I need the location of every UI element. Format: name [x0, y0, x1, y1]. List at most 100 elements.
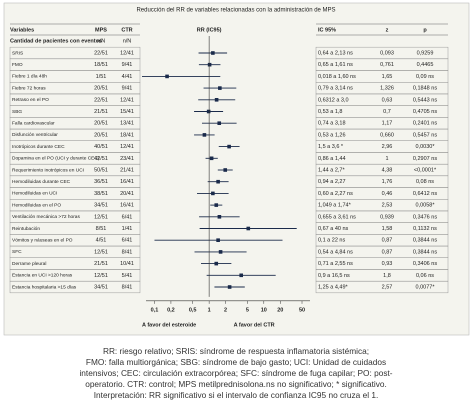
column-header: RR (IC95) — [197, 27, 222, 33]
column-header: IC 95% — [318, 27, 336, 33]
rr-point — [246, 226, 251, 231]
rr-point — [214, 261, 219, 266]
ci-text: 0,60 a 2,27 ns — [318, 191, 353, 197]
x-tick-label: 50 — [299, 307, 305, 313]
row-label: Vómitos y náuseas en el PO — [12, 237, 73, 243]
rr-point — [216, 179, 220, 184]
rr-point — [216, 238, 220, 242]
p-value: 0,0077* — [416, 284, 436, 290]
row-label: Derrame pleural — [12, 261, 46, 267]
row-label: Estancia en UCI >120 horas — [12, 273, 73, 279]
ctr-count: 9/41 — [122, 86, 133, 92]
ci-text: 0,65 a 1,61 ns — [318, 62, 353, 68]
row-label: Requerimiento inotrópicos en UCI — [12, 167, 84, 173]
ctr-count: 12/41 — [120, 97, 134, 103]
ci-text: 1,049 a 1,74* — [318, 203, 352, 209]
mps-count: 1/51 — [96, 74, 107, 80]
mps-count: 8/51 — [96, 226, 107, 232]
figure-panel — [3, 2, 470, 336]
caption-line: operatorio. CTR: control; MPS metilpredn… — [85, 379, 387, 389]
z-value: 0,93 — [382, 261, 393, 267]
row-label: Disfunción ventricular — [12, 132, 58, 138]
row-label: Estancia hospitalaria >15 días — [12, 284, 77, 290]
ci-text: 0,67 a 40 ns — [318, 226, 349, 232]
row-label: Hemodiluidas en el PO — [12, 202, 61, 208]
p-value: 0,0058* — [416, 203, 436, 209]
z-value: 1,76 — [382, 179, 393, 185]
z-value: 0,660 — [380, 132, 394, 138]
z-value: 0,63 — [382, 97, 393, 103]
mps-count: 36/51 — [94, 179, 108, 185]
ctr-count: 5/41 — [122, 273, 133, 279]
right-favor-label: A favor del CTR — [234, 322, 275, 328]
p-value: 0,1132 ns — [413, 226, 437, 232]
p-value: 0,0030* — [416, 144, 436, 150]
p-value: 0,09 ns — [416, 74, 434, 80]
ci-text: 0,79 a 3,14 ns — [318, 86, 353, 92]
ctr-count: 15/41 — [120, 109, 134, 115]
subheader-label: Cantidad de pacientes con eventos — [10, 38, 102, 44]
mps-count: 34/51 — [94, 203, 108, 209]
ci-text: 0,53 a 1,8 — [318, 109, 342, 115]
rr-point — [218, 86, 222, 90]
p-value: 0,3844 ns — [413, 238, 437, 244]
x-tick-label: 2 — [224, 307, 227, 313]
mps-count: 34/51 — [94, 284, 108, 290]
p-value: 0,4465 — [417, 62, 434, 68]
row-box — [315, 280, 449, 294]
ctr-count: 16/41 — [120, 203, 134, 209]
caption-line: FMO: falla multiorgánica; SBG: síndrome … — [86, 357, 386, 367]
mps-count: 50/51 — [94, 167, 108, 173]
ctr-count: 23/41 — [120, 156, 134, 162]
p-value: <0,0001* — [414, 167, 437, 173]
row-label: Retraso en el PO — [12, 97, 49, 103]
ci-text: 1,5 a 3,6 * — [318, 144, 344, 150]
ci-text: 0,655 a 3,61 ns — [318, 214, 356, 220]
ci-text: 0,018 a 1,60 ns — [318, 74, 356, 80]
row-label: Hemodiluidas en UCI — [12, 191, 57, 197]
rr-point — [217, 215, 222, 219]
row-box — [9, 280, 141, 294]
left-favor-label: A favor del esteroide — [142, 322, 196, 328]
ctr-count: 12/41 — [120, 144, 134, 150]
caption-line: RR: riesgo relativo; SRIS: síndrome de r… — [103, 346, 369, 356]
column-header: Variables — [10, 27, 34, 33]
p-value: 0,4705 ns — [413, 109, 437, 115]
mps-count: 4/51 — [96, 238, 107, 244]
ci-text: 0,74 a 3,18 — [318, 121, 346, 127]
rr-point — [206, 109, 211, 114]
z-value: 0,761 — [380, 62, 394, 68]
mps-count: 20/51 — [94, 132, 108, 138]
rr-point — [211, 51, 215, 55]
rr-point — [227, 285, 232, 289]
x-tick-label: 20 — [277, 307, 283, 313]
x-tick-label: 5 — [246, 307, 249, 313]
z-value: 1,8 — [383, 273, 391, 279]
ci-text: 0,94 a 2,27 — [318, 179, 346, 185]
subheader-ctr: n/N — [123, 38, 132, 44]
subheader-mps: n/N — [97, 38, 106, 44]
z-value: 1 — [385, 156, 388, 162]
x-tick-label: 0,2 — [167, 307, 175, 313]
z-value: 4,38 — [382, 167, 393, 173]
p-value: 0,3476 ns — [413, 214, 437, 220]
ci-text: 0,54 a 4,84 ns — [318, 249, 353, 255]
ctr-count: 6/41 — [122, 214, 133, 220]
ctr-count: 4/41 — [122, 74, 133, 80]
ctr-count: 8/41 — [122, 284, 133, 290]
ci-text: 0,9 a 16,5 ns — [318, 273, 350, 279]
row-label: Falla cardiovascular — [12, 120, 55, 126]
mps-count: 18/51 — [94, 62, 108, 68]
row-label: Dopamina en el PO (UCI y durante CEC) — [12, 156, 100, 162]
ci-text: 0,1 a 22 ns — [318, 238, 345, 244]
row-label: SRIS — [12, 50, 23, 56]
mps-count: 12/51 — [94, 273, 108, 279]
z-value: 0,093 — [380, 50, 394, 56]
rr-point — [214, 203, 219, 207]
row-label: SFC — [12, 249, 22, 255]
caption-line: Interpretación: RR significativo si el i… — [94, 390, 379, 400]
row-label: SBG — [12, 109, 22, 115]
ci-text: 1,25 a 4,49* — [318, 284, 349, 290]
column-header: CTR — [121, 27, 132, 33]
